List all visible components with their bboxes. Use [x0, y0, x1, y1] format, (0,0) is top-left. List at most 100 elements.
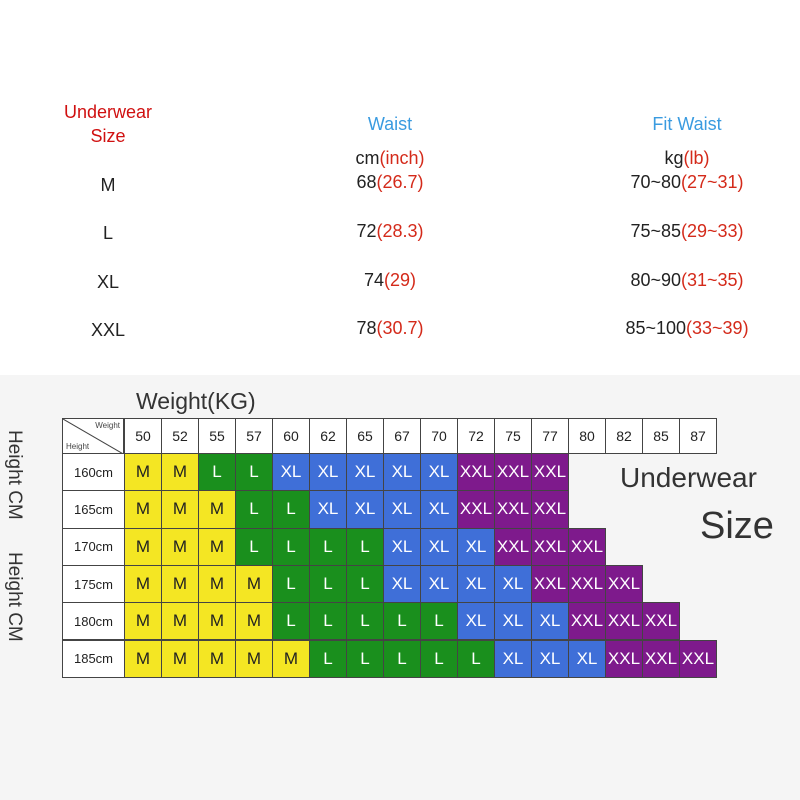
size-cell: M — [198, 490, 236, 529]
size-cell: M — [161, 453, 199, 492]
size-cell: M — [161, 490, 199, 529]
corner-weight-label: Weight — [95, 421, 120, 430]
waist-unit: cm(inch) — [355, 148, 424, 169]
size-cell: M — [161, 564, 199, 604]
fit-lb: (31~35) — [681, 270, 744, 290]
size-cell: L — [309, 639, 347, 678]
legend-size-title: Size — [700, 505, 774, 547]
size-cell: L — [383, 602, 421, 641]
size-cell: XXL — [457, 490, 495, 529]
weight-header-85: 85 — [642, 418, 680, 454]
size-cell: L — [272, 602, 310, 641]
size-cell: L — [309, 527, 347, 566]
size-cell: L — [346, 639, 384, 678]
size-cell: XL — [420, 453, 458, 492]
waist-cm: 72 — [356, 221, 377, 241]
side-label-height-1: Height CM — [4, 430, 25, 520]
size-cell: L — [383, 639, 421, 678]
size-cell: L — [346, 564, 384, 604]
height-label-165cm: 165cm — [62, 490, 125, 529]
size-cell: M — [198, 527, 236, 566]
size-cell: XXL — [568, 564, 606, 604]
size-cell: XXL — [494, 453, 532, 492]
waist-inch: (29) — [384, 270, 417, 290]
row-fit: 70~80(27~31) — [630, 172, 743, 193]
size-cell: XXL — [605, 564, 643, 604]
size-cell: XL — [494, 602, 532, 641]
weight-header-65: 65 — [346, 418, 384, 454]
height-label-185cm: 185cm — [62, 639, 125, 678]
weight-header-70: 70 — [420, 418, 458, 454]
size-cell: XXL — [457, 453, 495, 492]
waist-unit-alt: (inch) — [379, 148, 425, 168]
fit-kg: 85~100 — [625, 318, 687, 338]
size-cell: M — [161, 527, 199, 566]
size-cell: L — [235, 453, 273, 492]
size-grid: Weight Height 50 52 55 57 60 62 65 67 70 72 75 77 80… — [62, 418, 774, 678]
waist-unit-main: cm — [355, 148, 380, 168]
waist-cm: 68 — [356, 172, 377, 192]
waist-inch: (30.7) — [376, 318, 424, 338]
waist-inch: (28.3) — [376, 221, 424, 241]
fit-lb: (33~39) — [686, 318, 749, 338]
row-size: L — [102, 223, 114, 243]
weight-axis-title: Weight(KG) — [136, 388, 256, 414]
weight-header-87: 87 — [679, 418, 717, 454]
size-cell: L — [272, 527, 310, 566]
size-cell: M — [161, 639, 199, 678]
waist-inch: (26.7) — [376, 172, 424, 192]
weight-header-62: 62 — [309, 418, 347, 454]
size-info-table: Underwear Size Waist Fit Waist cm(inch) … — [0, 0, 800, 360]
size-cell: L — [235, 527, 273, 566]
size-cell: XL — [457, 602, 495, 641]
size-cell: L — [346, 602, 384, 641]
size-cell: XL — [531, 639, 569, 678]
size-cell: L — [420, 639, 458, 678]
size-cell: XXL — [642, 639, 680, 678]
height-label-175cm: 175cm — [62, 564, 125, 604]
size-cell: XXL — [494, 490, 532, 529]
weight-header-57: 57 — [235, 418, 273, 454]
size-cell: XXL — [568, 602, 606, 641]
fit-kg: 80~90 — [630, 270, 682, 290]
size-cell: XL — [457, 527, 495, 566]
size-cell: XXL — [605, 602, 643, 641]
size-cell: XL — [494, 639, 532, 678]
size-cell: XL — [383, 490, 421, 529]
header-fit-waist: Fit Waist — [652, 114, 722, 134]
waist-cm: 78 — [356, 318, 377, 338]
size-cell: XXL — [494, 527, 532, 566]
size-cell: L — [272, 490, 310, 529]
waist-cm: 74 — [363, 270, 385, 290]
size-cell: M — [198, 639, 236, 678]
size-cell: XXL — [531, 527, 569, 566]
corner-diagonal-icon — [63, 419, 125, 455]
size-cell: XL — [531, 602, 569, 641]
corner-cell: Weight Height — [62, 418, 125, 455]
size-cell: M — [235, 602, 273, 641]
fit-unit: kg(lb) — [664, 148, 709, 169]
size-cell: L — [420, 602, 458, 641]
size-cell: XL — [309, 490, 347, 529]
size-cell: M — [124, 602, 162, 641]
fit-kg: 70~80 — [630, 172, 682, 192]
size-cell: XL — [383, 564, 421, 604]
size-cell: L — [346, 527, 384, 566]
row-waist: 74(29) — [364, 270, 416, 291]
size-cell: XL — [568, 639, 606, 678]
size-cell: M — [198, 602, 236, 641]
size-cell: M — [124, 564, 162, 604]
size-cell: M — [161, 602, 199, 641]
row-fit: 80~90(31~35) — [630, 270, 743, 291]
size-cell: M — [124, 453, 162, 492]
weight-header-52: 52 — [161, 418, 199, 454]
size-cell: M — [198, 564, 236, 604]
size-cell: XL — [420, 490, 458, 529]
size-cell: L — [309, 602, 347, 641]
header-size-line1: Underwear — [63, 102, 153, 122]
size-cell: M — [124, 490, 162, 529]
row-waist: 72(28.3) — [356, 221, 423, 242]
fit-kg: 75~85 — [630, 221, 682, 241]
size-cell: XXL — [568, 527, 606, 566]
weight-header-75: 75 — [494, 418, 532, 454]
